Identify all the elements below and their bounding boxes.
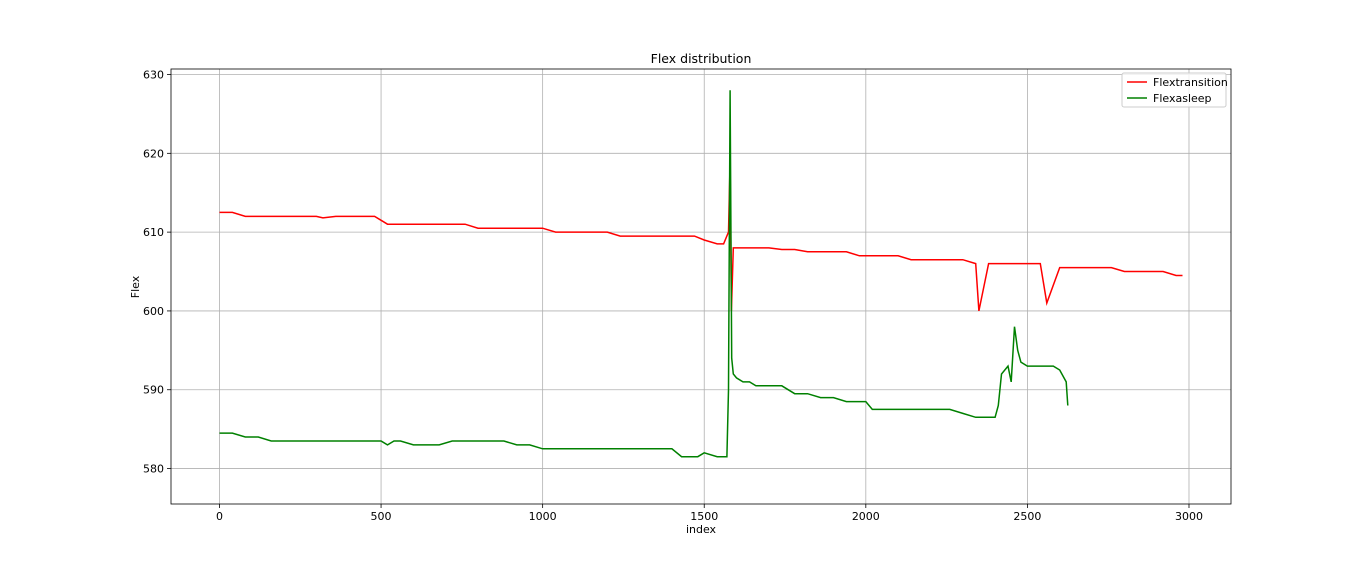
y-tick-label: 600 [143, 305, 164, 318]
series-line-flextransition [219, 161, 1183, 312]
y-tick-label: 620 [143, 147, 164, 160]
y-tick-label: 610 [143, 226, 164, 239]
y-axis-label: Flex [129, 275, 142, 298]
x-tick-label: 1500 [690, 510, 718, 523]
y-tick-label: 580 [143, 463, 164, 476]
y-tick-label: 590 [143, 384, 164, 397]
y-tick-label: 630 [143, 69, 164, 82]
legend-box [1121, 72, 1227, 108]
x-tick-label: 1000 [529, 510, 557, 523]
plot-area [171, 69, 1231, 504]
ticks: 0 500 1000 1500 2000 2500 3000 580 590 600 610 620 6… [143, 69, 1203, 523]
plot-frame [170, 68, 1232, 505]
grid [171, 69, 1231, 504]
legend-label-flextransition: Flextransition [1153, 76, 1228, 89]
x-tick-label: 3000 [1175, 510, 1203, 523]
legend: Flextransition Flexasleep [1121, 72, 1228, 108]
x-tick-label: 0 [216, 510, 223, 523]
chart-title: Flex distribution [651, 51, 752, 66]
x-tick-label: 2500 [1013, 510, 1041, 523]
legend-label-flexasleep: Flexasleep [1153, 92, 1212, 105]
x-tick-label: 500 [371, 510, 392, 523]
series-line-flexasleep [219, 90, 1069, 458]
x-tick-label: 2000 [852, 510, 880, 523]
series-layer [219, 90, 1183, 458]
x-axis-label: index [686, 523, 717, 536]
